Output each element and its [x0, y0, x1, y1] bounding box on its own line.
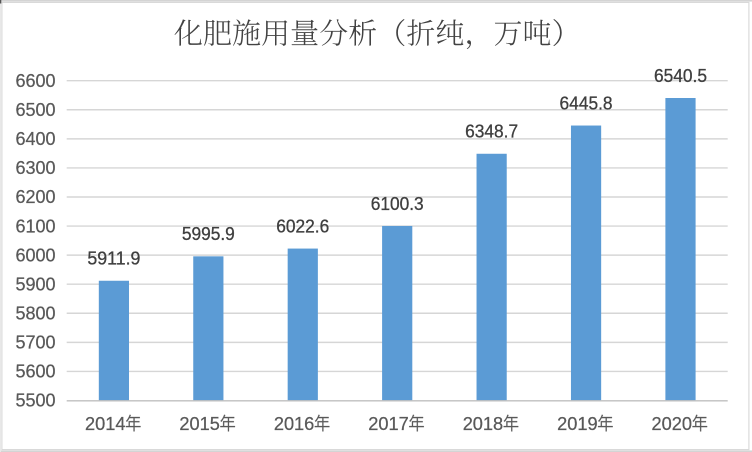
svg-text:2016: 2016 [274, 414, 314, 434]
svg-text:6022.6: 6022.6 [276, 215, 329, 236]
svg-text:6445.8: 6445.8 [560, 92, 613, 113]
svg-text:5995.9: 5995.9 [182, 223, 235, 244]
svg-text:2014: 2014 [85, 414, 125, 434]
svg-text:6500: 6500 [15, 100, 55, 120]
svg-text:6000: 6000 [15, 245, 55, 265]
svg-text:2018: 2018 [463, 414, 503, 434]
svg-text:5700: 5700 [15, 333, 55, 353]
svg-text:6540.5: 6540.5 [654, 65, 707, 86]
svg-text:6348.7: 6348.7 [465, 121, 518, 142]
svg-text:2015: 2015 [179, 414, 219, 434]
svg-text:5600: 5600 [15, 362, 55, 382]
svg-text:6200: 6200 [15, 187, 55, 207]
svg-text:2017: 2017 [368, 414, 408, 434]
svg-text:5500: 5500 [15, 391, 55, 411]
svg-text:5900: 5900 [15, 274, 55, 294]
svg-text:5800: 5800 [15, 303, 55, 323]
svg-text:6400: 6400 [15, 129, 55, 149]
svg-text:2019: 2019 [557, 414, 597, 434]
svg-text:6100.3: 6100.3 [371, 193, 424, 214]
svg-text:2020: 2020 [652, 414, 692, 434]
svg-text:5911.9: 5911.9 [87, 248, 140, 269]
svg-text:6100: 6100 [15, 216, 55, 236]
svg-text:6600: 6600 [15, 71, 55, 91]
svg-text:6300: 6300 [15, 158, 55, 178]
